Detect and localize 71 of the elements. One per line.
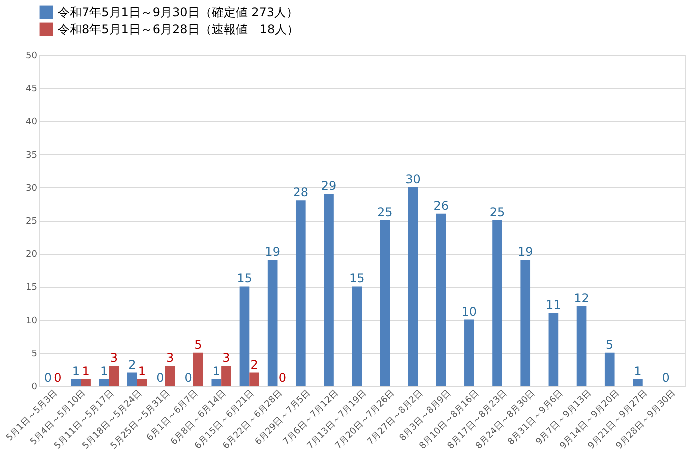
bar [296, 200, 306, 386]
data-label: 2 [128, 358, 136, 372]
data-label: 2 [250, 358, 258, 372]
y-tick-label: 40 [26, 118, 38, 128]
data-label: 12 [574, 292, 590, 306]
data-label: 0 [156, 371, 164, 385]
data-label: 0 [184, 371, 192, 385]
bar [137, 379, 148, 386]
data-label: 19 [265, 245, 280, 260]
data-label: 3 [222, 351, 230, 366]
bar [464, 320, 474, 386]
bar [81, 379, 91, 386]
data-label: 28 [293, 186, 309, 200]
bar [548, 313, 559, 386]
data-label: 1 [212, 364, 220, 378]
data-label: 0 [662, 371, 670, 385]
data-label: 1 [634, 364, 642, 378]
bar [222, 366, 232, 386]
data-label: 3 [166, 351, 174, 366]
bar [127, 372, 138, 386]
data-label: 3 [110, 351, 118, 366]
bar [576, 306, 587, 386]
data-label: 30 [406, 172, 421, 186]
bar [324, 194, 334, 386]
y-tick-label: 15 [26, 283, 38, 294]
y-tick-label: 10 [26, 316, 38, 326]
bar [212, 379, 222, 386]
bar [352, 286, 362, 386]
bar [492, 220, 502, 386]
y-tick-label: 5 [32, 349, 38, 360]
data-label: 0 [44, 371, 52, 385]
data-label: 1 [72, 364, 80, 378]
data-label: 19 [518, 245, 534, 260]
bar [520, 260, 531, 386]
bar [408, 187, 418, 386]
bar [109, 366, 120, 386]
bar [380, 220, 390, 386]
data-label: 0 [54, 371, 62, 385]
data-label: 1 [82, 364, 90, 378]
bar [71, 379, 82, 386]
y-tick-label: 30 [26, 184, 38, 194]
bar [436, 214, 446, 386]
data-label: 26 [434, 198, 449, 213]
data-label: 29 [321, 179, 337, 194]
bar [240, 286, 250, 386]
bar [250, 372, 260, 386]
data-label: 15 [349, 272, 365, 286]
y-tick-label: 45 [26, 84, 38, 95]
data-label: 11 [546, 298, 562, 312]
data-label: 15 [237, 272, 252, 286]
y-tick-label: 25 [26, 217, 38, 227]
data-label: 1 [138, 364, 146, 378]
data-label: 25 [490, 206, 506, 220]
legend-label: 令和7年5月1日～9月30日（確定値 273人） [58, 6, 299, 20]
bar [604, 352, 615, 386]
bar [193, 352, 204, 386]
data-label: 5 [606, 338, 614, 352]
bar [165, 366, 176, 386]
data-label: 5 [194, 338, 202, 352]
data-label: 1 [100, 364, 108, 378]
bar [633, 379, 643, 386]
data-label: 0 [278, 371, 286, 385]
y-tick-label: 20 [26, 250, 38, 260]
y-tick-label: 35 [26, 150, 38, 161]
bar [268, 260, 278, 386]
y-tick-label: 0 [32, 382, 38, 392]
data-label: 10 [462, 304, 478, 319]
bar [99, 379, 110, 386]
data-label: 25 [378, 206, 393, 220]
legend-label: 令和8年5月1日～6月28日（速報値 18人） [58, 22, 300, 36]
y-tick-label: 50 [26, 52, 38, 62]
